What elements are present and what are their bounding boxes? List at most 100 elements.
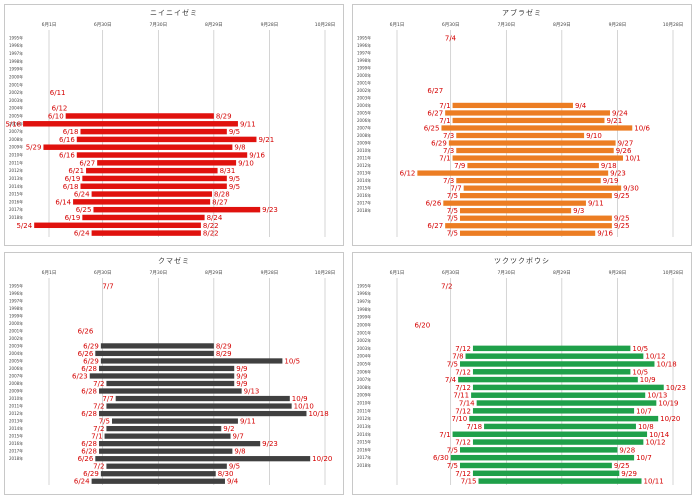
year-label: 2007年: [357, 376, 371, 382]
first-date-label: 6/29: [83, 470, 99, 478]
year-label: 2015年: [357, 185, 371, 191]
year-label: 2000年: [9, 73, 23, 79]
last-date-label: 10/20: [660, 415, 680, 423]
chart-svg: 6月1日 6月30日 7月30日 8月29日 9月28日 10月28日 1995年 7/4 19…: [357, 22, 683, 238]
period-bar: [65, 113, 214, 119]
year-label: 2002年: [357, 337, 371, 343]
last-date-label: 9/27: [618, 140, 634, 148]
first-date-label: 7/1: [439, 117, 450, 125]
chart-svg: 6月1日 6月30日 7月30日 8月29日 9月28日 10月28日 1995年 1996年…: [5, 22, 335, 238]
year-label: 1998年: [9, 305, 23, 311]
period-bar: [80, 128, 227, 135]
period-bar: [459, 447, 618, 453]
last-date-label: 9/5: [229, 128, 240, 136]
last-date-label: 9/13: [244, 388, 260, 396]
period-bar: [80, 183, 227, 189]
year-label: 2006年: [9, 120, 23, 126]
first-date-label: 7/12: [455, 470, 471, 478]
first-date-label: 6/25: [76, 206, 92, 214]
first-date-label: 6/29: [83, 342, 99, 350]
period-bar: [476, 400, 657, 406]
first-date-label: 6/28: [81, 365, 97, 373]
year-label: 1995年: [357, 282, 371, 288]
period-bar: [463, 185, 622, 191]
year-label: 2014年: [357, 177, 371, 183]
first-date-label: 6/10: [48, 112, 64, 120]
last-date-label: 10/9: [640, 376, 656, 384]
last-date-label: 9/23: [262, 440, 278, 448]
period-bar: [76, 152, 248, 158]
period-bar: [459, 230, 596, 236]
period-bar: [478, 478, 642, 484]
last-date-label: 9/30: [623, 185, 639, 193]
last-date-label: 8/29: [216, 342, 232, 350]
first-date-label: 6/19: [65, 175, 81, 183]
last-date-label: 9/10: [586, 132, 602, 140]
year-label: 2007年: [9, 128, 23, 134]
period-bar: [91, 478, 225, 484]
year-label: 2010年: [9, 152, 23, 158]
period-bar: [106, 380, 235, 387]
first-date-label: 7/12: [455, 407, 471, 415]
last-date-label: 9/23: [610, 170, 626, 178]
year-label: 2004年: [357, 353, 371, 359]
first-date-label: 7/5: [447, 192, 458, 200]
period-bar: [472, 345, 631, 352]
year-label: 2017年: [9, 448, 23, 454]
year-label: 2003年: [9, 97, 23, 103]
last-date-label: 9/9: [236, 365, 247, 373]
first-date-label: 7/5: [447, 230, 458, 238]
first-date-label: 6/11: [50, 89, 66, 97]
first-date-label: 7/5: [447, 446, 458, 454]
chart-title: ツクツクボウシ: [494, 257, 550, 265]
year-label: 1995年: [357, 34, 371, 40]
chart-title: クマゼミ: [158, 257, 190, 265]
first-date-label: 6/18: [63, 183, 79, 191]
period-bar: [106, 425, 222, 432]
period-bar: [452, 155, 623, 161]
last-date-label: 9/9: [236, 380, 247, 388]
period-bar: [99, 365, 235, 372]
first-date-label: 5/29: [26, 144, 42, 152]
chart-title: アブラゼミ: [502, 9, 542, 17]
first-date-label: 7/4: [445, 34, 457, 42]
last-date-label: 9/16: [597, 230, 613, 238]
year-label: 1999年: [9, 312, 23, 318]
first-date-label: 7/5: [447, 207, 458, 215]
period-bar: [99, 410, 307, 417]
first-date-label: 6/20: [414, 321, 430, 329]
first-date-label: 6/30: [433, 454, 449, 462]
year-label: 2016年: [357, 192, 371, 198]
year-label: 1997年: [357, 298, 371, 304]
x-tick-label: 8月29日: [205, 270, 223, 276]
first-date-label: 6/27: [427, 109, 443, 117]
first-date-label: 7/2: [93, 380, 104, 388]
period-bar: [459, 462, 612, 469]
last-date-label: 9/25: [614, 462, 630, 470]
last-date-label: 9/25: [614, 192, 630, 200]
x-tick-label: 6月1日: [390, 270, 405, 276]
year-label: 2004年: [9, 105, 23, 111]
first-date-label: 6/26: [78, 327, 94, 335]
last-date-label: 10/6: [634, 124, 650, 132]
year-label: 1996年: [357, 42, 371, 48]
first-date-label: 6/14: [55, 198, 71, 206]
first-date-label: 6/16: [59, 136, 75, 144]
year-label: 2002年: [357, 87, 371, 93]
last-date-label: 10/11: [644, 478, 664, 486]
year-label: 1997年: [9, 297, 23, 303]
period-bar: [469, 415, 659, 422]
first-date-label: 5/18: [5, 120, 21, 128]
first-date-label: 6/27: [79, 159, 95, 167]
period-bar: [445, 110, 611, 116]
last-date-label: 10/20: [312, 455, 332, 463]
x-tick-label: 7月30日: [149, 270, 167, 276]
last-date-label: 9/3: [573, 207, 584, 215]
year-label: 2006年: [357, 368, 371, 374]
year-label: 2004年: [357, 102, 371, 108]
year-label: 1999年: [357, 64, 371, 70]
period-bar: [99, 448, 233, 454]
year-label: 2003年: [357, 94, 371, 100]
year-label: 2005年: [9, 112, 23, 118]
year-label: 2016年: [9, 440, 23, 446]
